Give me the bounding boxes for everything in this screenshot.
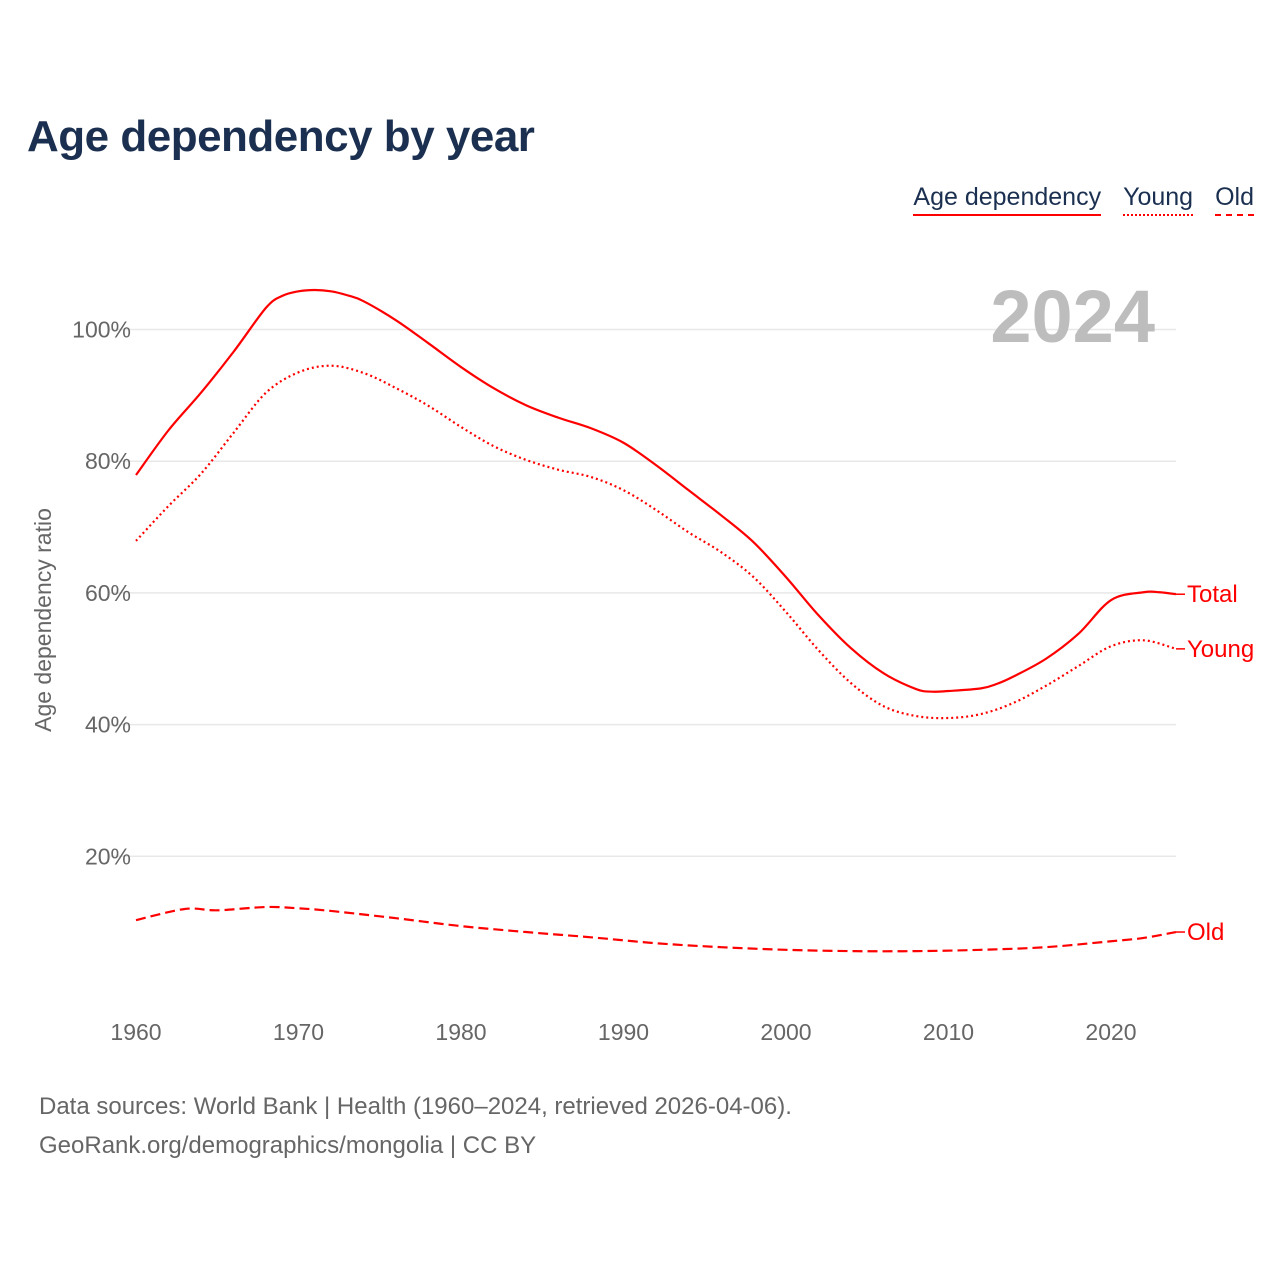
y-tick-label: 60% (85, 580, 131, 606)
end-label-young: Young (1187, 636, 1254, 663)
end-label-total: Total (1187, 581, 1238, 608)
source-link[interactable]: GeoRank.org/demographics/mongolia | CC B… (39, 1132, 537, 1159)
x-tick-label: 2000 (760, 1019, 811, 1045)
chart-title: Age dependency by year (27, 112, 535, 161)
x-tick-label: 2020 (1085, 1019, 1136, 1045)
source-note: Data sources: World Bank | Health (1960–… (39, 1093, 792, 1120)
x-tick-label: 2010 (923, 1019, 974, 1045)
year-indicator: 2024 (990, 275, 1155, 358)
series-line-old (135, 905, 1177, 953)
x-tick-label: 1990 (598, 1019, 649, 1045)
x-tick-label: 1960 (110, 1019, 161, 1045)
footer: Data sources: World Bank | Health (1960–… (39, 1087, 792, 1165)
legend-item-old[interactable]: Old (1215, 183, 1254, 216)
y-axis-label: Age dependency ratio (30, 508, 56, 732)
end-label-old: Old (1187, 919, 1224, 946)
legend-item-age-dependency[interactable]: Age dependency (913, 183, 1102, 216)
legend: Age dependency Young Old (913, 183, 1254, 216)
x-tick-label: 1970 (273, 1019, 324, 1045)
y-tick-label: 80% (85, 448, 131, 474)
series-line-total (135, 288, 1177, 693)
y-tick-label: 20% (85, 843, 131, 869)
series-line-young (135, 364, 1177, 720)
x-tick-label: 1980 (435, 1019, 486, 1045)
y-tick-label: 100% (72, 317, 131, 343)
y-tick-label: 40% (85, 712, 131, 738)
legend-item-young[interactable]: Young (1123, 183, 1194, 216)
